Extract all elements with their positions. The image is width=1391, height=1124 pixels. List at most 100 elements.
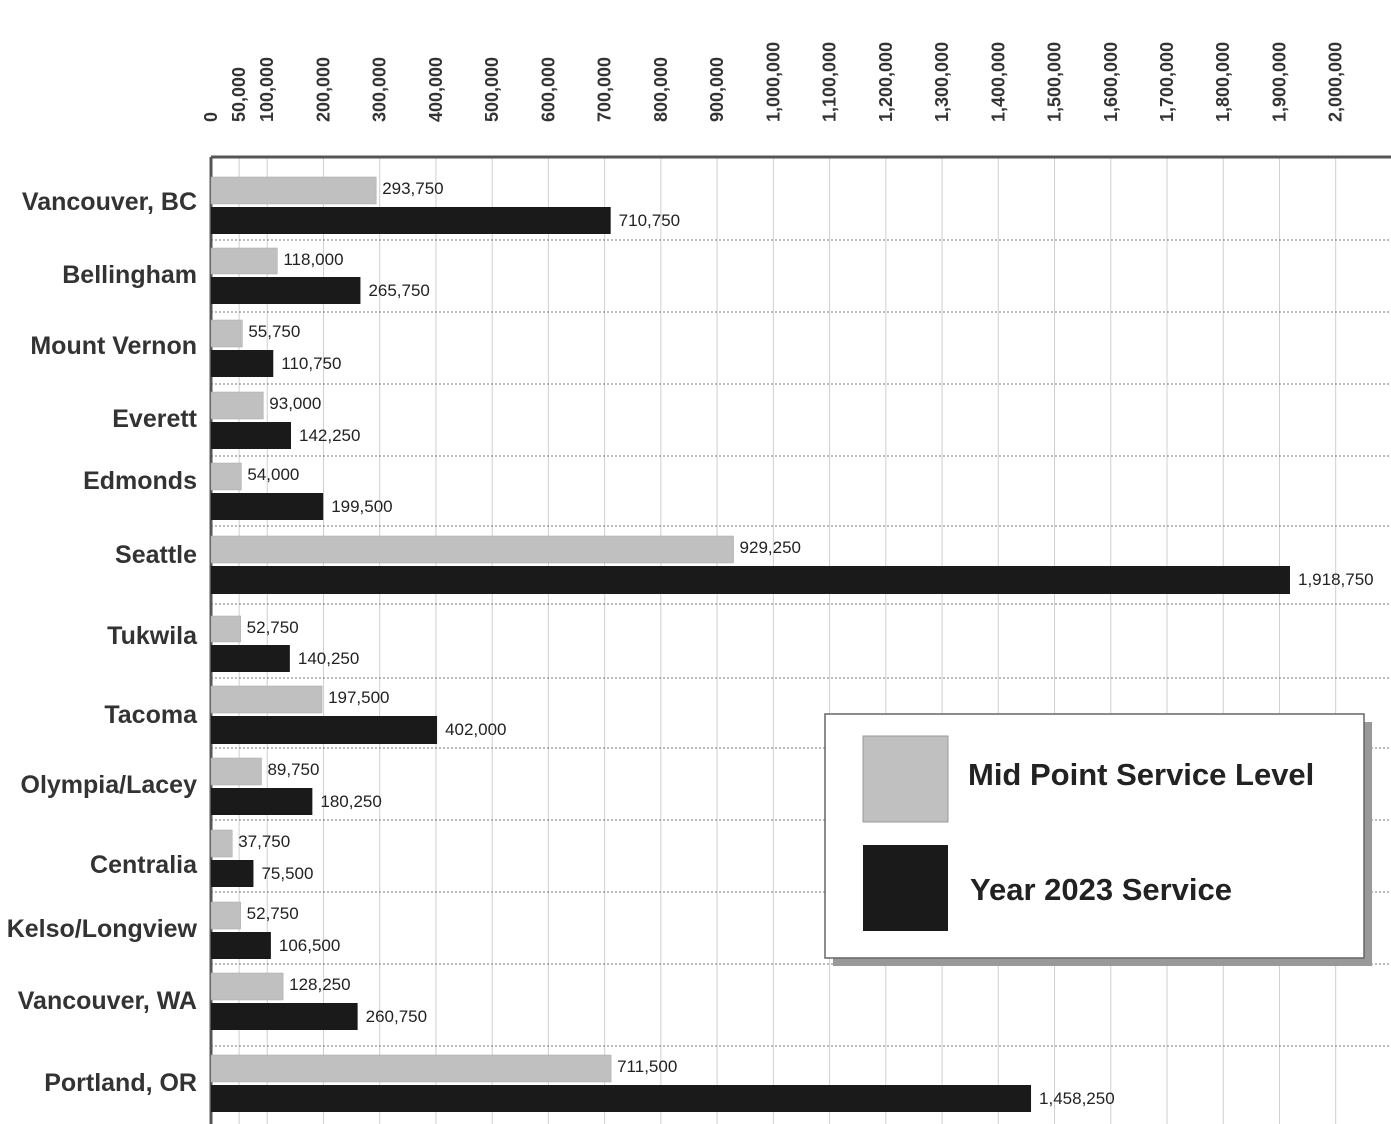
data-label-mid-point: 929,250 bbox=[740, 538, 801, 557]
bar-year-2023 bbox=[211, 645, 290, 672]
category-labels: Vancouver, BC Bellingham Mount Vernon Evere… bbox=[7, 188, 198, 1097]
data-label-mid-point: 54,000 bbox=[247, 465, 299, 484]
category-label: Centralia bbox=[90, 851, 198, 879]
data-label-mid-point: 711,500 bbox=[617, 1057, 677, 1076]
category-label: Mount Vernon bbox=[30, 332, 197, 360]
x-tick-label: 1,900,000 bbox=[1269, 42, 1289, 122]
category-label: Seattle bbox=[115, 541, 197, 569]
bars bbox=[210, 176, 1290, 1112]
legend-label-year-2023: Year 2023 Service bbox=[970, 872, 1232, 907]
data-label-mid-point: 37,750 bbox=[238, 832, 290, 851]
bar-mid-point bbox=[210, 391, 264, 420]
data-label-mid-point: 52,750 bbox=[247, 904, 299, 923]
data-label-mid-point: 118,000 bbox=[283, 250, 343, 269]
x-tick-label: 1,200,000 bbox=[876, 42, 896, 122]
legend-swatch-year-2023 bbox=[863, 845, 948, 931]
x-tick-label: 1,600,000 bbox=[1101, 42, 1121, 122]
data-label-year-2023: 75,500 bbox=[261, 864, 313, 883]
data-label-mid-point: 93,000 bbox=[269, 394, 321, 413]
bar-mid-point bbox=[210, 462, 242, 491]
data-label-year-2023: 1,918,750 bbox=[1298, 570, 1374, 589]
bar-year-2023 bbox=[211, 716, 438, 744]
bar-year-2023 bbox=[211, 277, 361, 304]
data-label-year-2023: 106,500 bbox=[279, 936, 340, 955]
legend-swatch-mid-point bbox=[862, 735, 949, 823]
bar-mid-point bbox=[210, 829, 233, 858]
x-tick-label: 2,000,000 bbox=[1326, 42, 1346, 122]
bar-mid-point bbox=[210, 319, 243, 348]
category-label: Tacoma bbox=[104, 701, 198, 729]
category-label: Portland, OR bbox=[44, 1069, 197, 1097]
x-tick-label: 1,400,000 bbox=[988, 42, 1008, 122]
bar-mid-point bbox=[210, 901, 241, 930]
data-label-year-2023: 199,500 bbox=[331, 497, 392, 516]
x-tick-label: 50,000 bbox=[229, 67, 249, 122]
x-tick-label: 500,000 bbox=[482, 57, 502, 122]
bar-mid-point bbox=[210, 685, 323, 714]
category-label: Vancouver, BC bbox=[22, 188, 197, 216]
x-tick-label: 0 bbox=[201, 112, 221, 122]
bar-year-2023 bbox=[211, 1085, 1032, 1112]
data-label-mid-point: 197,500 bbox=[328, 688, 389, 707]
data-label-year-2023: 265,750 bbox=[368, 281, 429, 300]
bar-mid-point bbox=[210, 972, 284, 1001]
data-label-mid-point: 55,750 bbox=[248, 322, 300, 341]
data-label-mid-point: 128,250 bbox=[289, 975, 350, 994]
category-separators bbox=[211, 239, 1391, 1047]
data-label-year-2023: 710,750 bbox=[619, 211, 680, 230]
category-label: Olympia/Lacey bbox=[21, 771, 198, 799]
bar-mid-point bbox=[210, 535, 734, 564]
x-tick-label: 100,000 bbox=[257, 57, 277, 122]
x-tick-label: 900,000 bbox=[707, 57, 727, 122]
bar-year-2023 bbox=[211, 932, 271, 959]
data-label-mid-point: 293,750 bbox=[382, 179, 443, 198]
data-label-year-2023: 140,250 bbox=[298, 649, 359, 668]
bar-mid-point bbox=[210, 757, 262, 786]
x-tick-label: 1,500,000 bbox=[1045, 42, 1065, 122]
legend: Mid Point Service Level Year 2023 Service bbox=[824, 713, 1372, 966]
data-label-year-2023: 110,750 bbox=[281, 354, 341, 373]
x-tick-label: 1,100,000 bbox=[820, 42, 840, 122]
data-label-mid-point: 52,750 bbox=[247, 618, 299, 637]
bar-year-2023 bbox=[211, 350, 274, 377]
data-label-mid-point: 89,750 bbox=[267, 760, 319, 779]
bar-mid-point bbox=[210, 615, 241, 643]
data-label-year-2023: 260,750 bbox=[366, 1007, 427, 1026]
x-tick-label: 1,700,000 bbox=[1157, 42, 1177, 122]
bar-year-2023 bbox=[211, 566, 1290, 594]
category-label: Everett bbox=[112, 405, 197, 433]
x-tick-label: 400,000 bbox=[426, 57, 446, 122]
category-label: Tukwila bbox=[107, 622, 198, 650]
bar-mid-point bbox=[210, 1054, 612, 1083]
bar-year-2023 bbox=[211, 860, 254, 887]
bar-year-2023 bbox=[211, 1003, 358, 1030]
x-tick-label: 800,000 bbox=[651, 57, 671, 122]
category-label: Bellingham bbox=[62, 261, 197, 289]
data-label-year-2023: 1,458,250 bbox=[1039, 1089, 1115, 1108]
x-tick-label: 200,000 bbox=[313, 57, 333, 122]
x-tick-label: 1,000,000 bbox=[763, 42, 783, 122]
bar-mid-point bbox=[210, 176, 377, 205]
data-labels: 293,750 710,750 118,000 265,750 55,750 110,75… bbox=[238, 179, 1373, 1108]
legend-label-mid-point: Mid Point Service Level bbox=[968, 757, 1314, 792]
data-label-year-2023: 142,250 bbox=[299, 426, 360, 445]
x-tick-label: 600,000 bbox=[538, 57, 558, 122]
category-label: Edmonds bbox=[83, 467, 197, 495]
data-label-year-2023: 402,000 bbox=[445, 720, 506, 739]
bar-year-2023 bbox=[211, 493, 324, 520]
bar-mid-point bbox=[210, 247, 278, 275]
bar-year-2023 bbox=[211, 788, 313, 815]
x-tick-label: 700,000 bbox=[595, 57, 615, 122]
data-label-year-2023: 180,250 bbox=[320, 792, 381, 811]
axes bbox=[209, 155, 1391, 1124]
x-tick-labels: 0 50,000 100,000 200,000 300,000 400,000 500,0… bbox=[201, 42, 1346, 122]
grid-lines bbox=[238, 157, 1337, 1124]
bar-year-2023 bbox=[211, 422, 291, 449]
x-tick-label: 300,000 bbox=[370, 57, 390, 122]
category-label: Kelso/Longview bbox=[7, 915, 198, 943]
bar-year-2023 bbox=[211, 207, 611, 234]
x-tick-label: 1,300,000 bbox=[932, 42, 952, 122]
category-label: Vancouver, WA bbox=[18, 987, 197, 1015]
x-tick-label: 1,800,000 bbox=[1213, 42, 1233, 122]
